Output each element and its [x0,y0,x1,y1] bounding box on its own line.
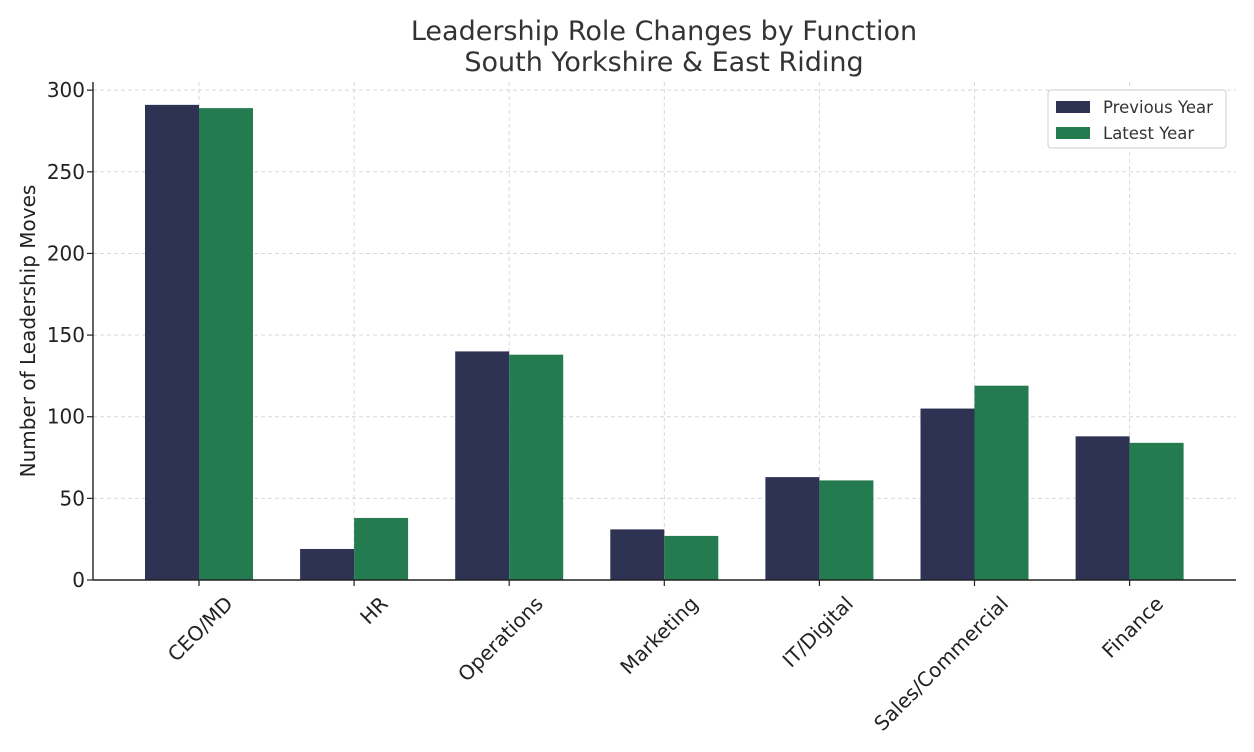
x-tick-label: Finance [1097,592,1168,663]
legend: Previous Year Latest Year [1047,89,1227,149]
legend-label-0: Previous Year [1103,98,1213,117]
bar-latest-year-4 [819,480,874,580]
y-tick-label: 300 [47,78,85,102]
legend-swatch-0 [1056,101,1090,113]
bar-previous-year-2 [455,351,510,580]
y-axis-label: Number of Leadership Moves [16,185,40,478]
bars [145,104,1184,581]
bar-previous-year-4 [765,477,820,580]
x-tick-label: IT/Digital [778,592,858,672]
x-tick-label: CEO/MD [163,592,238,667]
bar-latest-year-5 [974,385,1029,580]
bar-latest-year-1 [354,517,409,580]
x-tick-label: Operations [453,592,548,687]
bar-previous-year-0 [145,104,199,581]
x-axis-ticks: CEO/MD HR Operations Marketing IT/Digital Sal… [163,580,1168,736]
bar-latest-year-2 [509,354,564,580]
y-axis-ticks: 0 50 100 150 200 250 300 [47,78,93,592]
legend-box [1047,89,1227,149]
y-tick-label: 50 [60,486,85,510]
bar-previous-year-1 [300,548,355,580]
chart-subtitle: South Yorkshire & East Riding [464,47,863,78]
legend-label-1: Latest Year [1103,124,1194,143]
gridlines [93,82,1236,580]
bar-previous-year-5 [920,408,975,580]
y-tick-label: 250 [47,160,85,184]
y-tick-label: 100 [47,405,85,429]
y-tick-label: 150 [47,323,85,347]
y-tick-label: 200 [47,241,85,265]
chart-title: Leadership Role Changes by Function [411,16,917,47]
y-tick-label: 0 [72,568,85,592]
x-tick-label: Marketing [615,592,702,679]
bar-latest-year-3 [664,535,719,580]
bar-previous-year-6 [1075,436,1130,580]
x-tick-label: Sales/Commercial [869,592,1013,736]
bar-previous-year-3 [610,529,665,580]
legend-swatch-1 [1056,127,1090,139]
bar-latest-year-6 [1129,442,1184,580]
bar-latest-year-0 [199,108,253,581]
x-tick-label: HR [355,591,393,629]
